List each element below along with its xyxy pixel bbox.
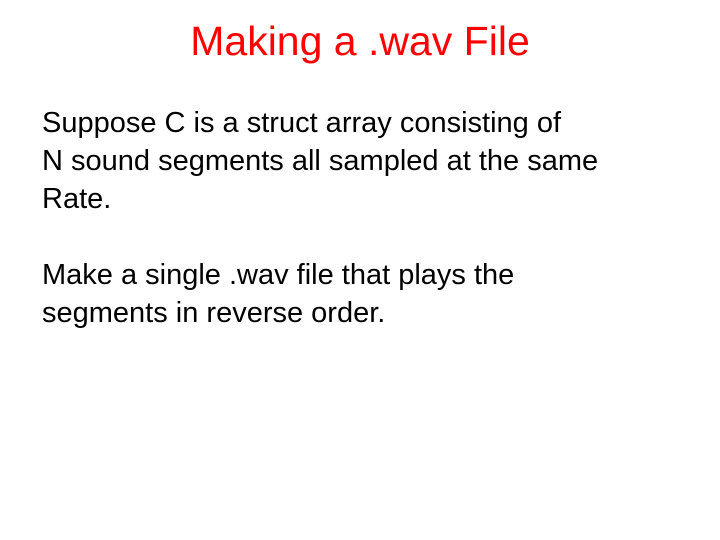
paragraph-1: Suppose C is a struct array consisting o…: [42, 104, 682, 218]
slide-title: Making a .wav File: [0, 18, 720, 65]
slide: Making a .wav File Suppose C is a struct…: [0, 0, 720, 540]
text-line: segments in reverse order.: [42, 294, 682, 332]
text-line: Rate.: [42, 180, 682, 218]
paragraph-2: Make a single .wav file that plays the s…: [42, 256, 682, 332]
text-line: Make a single .wav file that plays the: [42, 256, 682, 294]
text-line: N sound segments all sampled at the same: [42, 142, 682, 180]
text-line: Suppose C is a struct array consisting o…: [42, 104, 682, 142]
